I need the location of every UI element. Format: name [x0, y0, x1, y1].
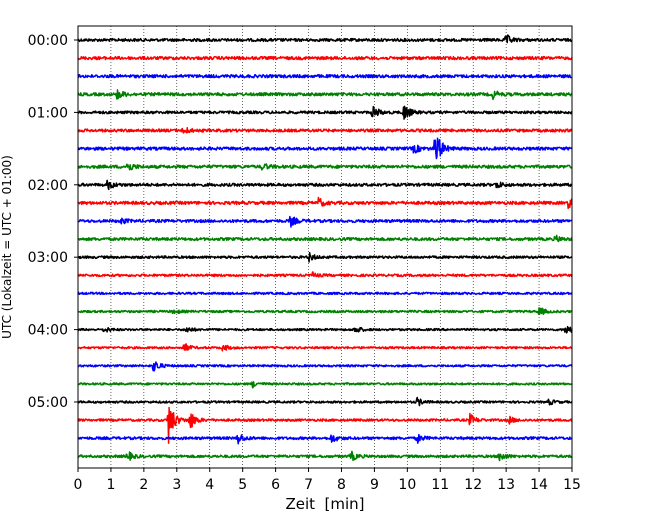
trace-line — [77, 137, 573, 160]
trace-line — [77, 251, 573, 263]
trace-line — [77, 306, 573, 316]
seismic-traces — [77, 34, 573, 462]
y-tick-label: 00:00 — [28, 33, 68, 49]
x-tick-label: 4 — [205, 477, 214, 493]
trace-line — [77, 450, 573, 462]
x-tick-label: 6 — [271, 477, 280, 493]
x-tick-label: 10 — [398, 477, 416, 493]
trace-line — [77, 433, 573, 445]
trace-line — [77, 163, 573, 171]
x-tick-label: 2 — [139, 477, 148, 493]
x-tick-label: 8 — [337, 477, 346, 493]
trace-line — [77, 215, 573, 228]
trace-line — [77, 271, 573, 278]
trace-line — [77, 126, 573, 134]
trace-line — [77, 105, 573, 120]
trace-line — [77, 291, 573, 296]
x-tick-label: 13 — [497, 477, 515, 493]
trace-line — [77, 396, 573, 407]
x-tick-label: 5 — [238, 477, 247, 493]
y-tick-label: 01:00 — [28, 105, 68, 121]
x-axis-label: Zeit [min] — [285, 495, 364, 513]
x-axis-ticks: 0 1 2 3 4 5 6 7 8 9 10 11 12 13 14 15 — [74, 468, 581, 493]
y-tick-label: 05:00 — [28, 395, 68, 411]
trace-line — [77, 406, 573, 444]
x-tick-label: 1 — [106, 477, 115, 493]
x-tick-label: 15 — [563, 477, 581, 493]
y-tick-label: 02:00 — [28, 178, 68, 194]
y-tick-label: 03:00 — [28, 250, 68, 266]
trace-line — [77, 234, 573, 243]
trace-line — [77, 325, 573, 334]
x-tick-label: 0 — [74, 477, 83, 493]
trace-line — [77, 89, 573, 101]
y-axis-label: UTC (Lokalzeit = UTC + 01:00) — [0, 155, 14, 339]
x-tick-label: 14 — [530, 477, 548, 493]
y-tick-label: 04:00 — [28, 323, 68, 339]
trace-line — [77, 179, 573, 191]
x-tick-label: 3 — [172, 477, 181, 493]
y-axis-ticks: 00:00 01:00 02:00 03:00 04:00 05:00 — [28, 33, 78, 411]
trace-line — [77, 196, 573, 210]
x-tick-label: 9 — [370, 477, 379, 493]
trace-line — [77, 381, 573, 389]
trace-line — [77, 34, 573, 44]
trace-line — [77, 343, 573, 352]
trace-line — [77, 361, 573, 372]
x-tick-label: 7 — [304, 477, 313, 493]
trace-line — [77, 55, 573, 61]
x-tick-label: 11 — [431, 477, 449, 493]
trace-line — [77, 73, 573, 79]
x-tick-label: 12 — [464, 477, 482, 493]
plot-frame — [77, 25, 573, 469]
